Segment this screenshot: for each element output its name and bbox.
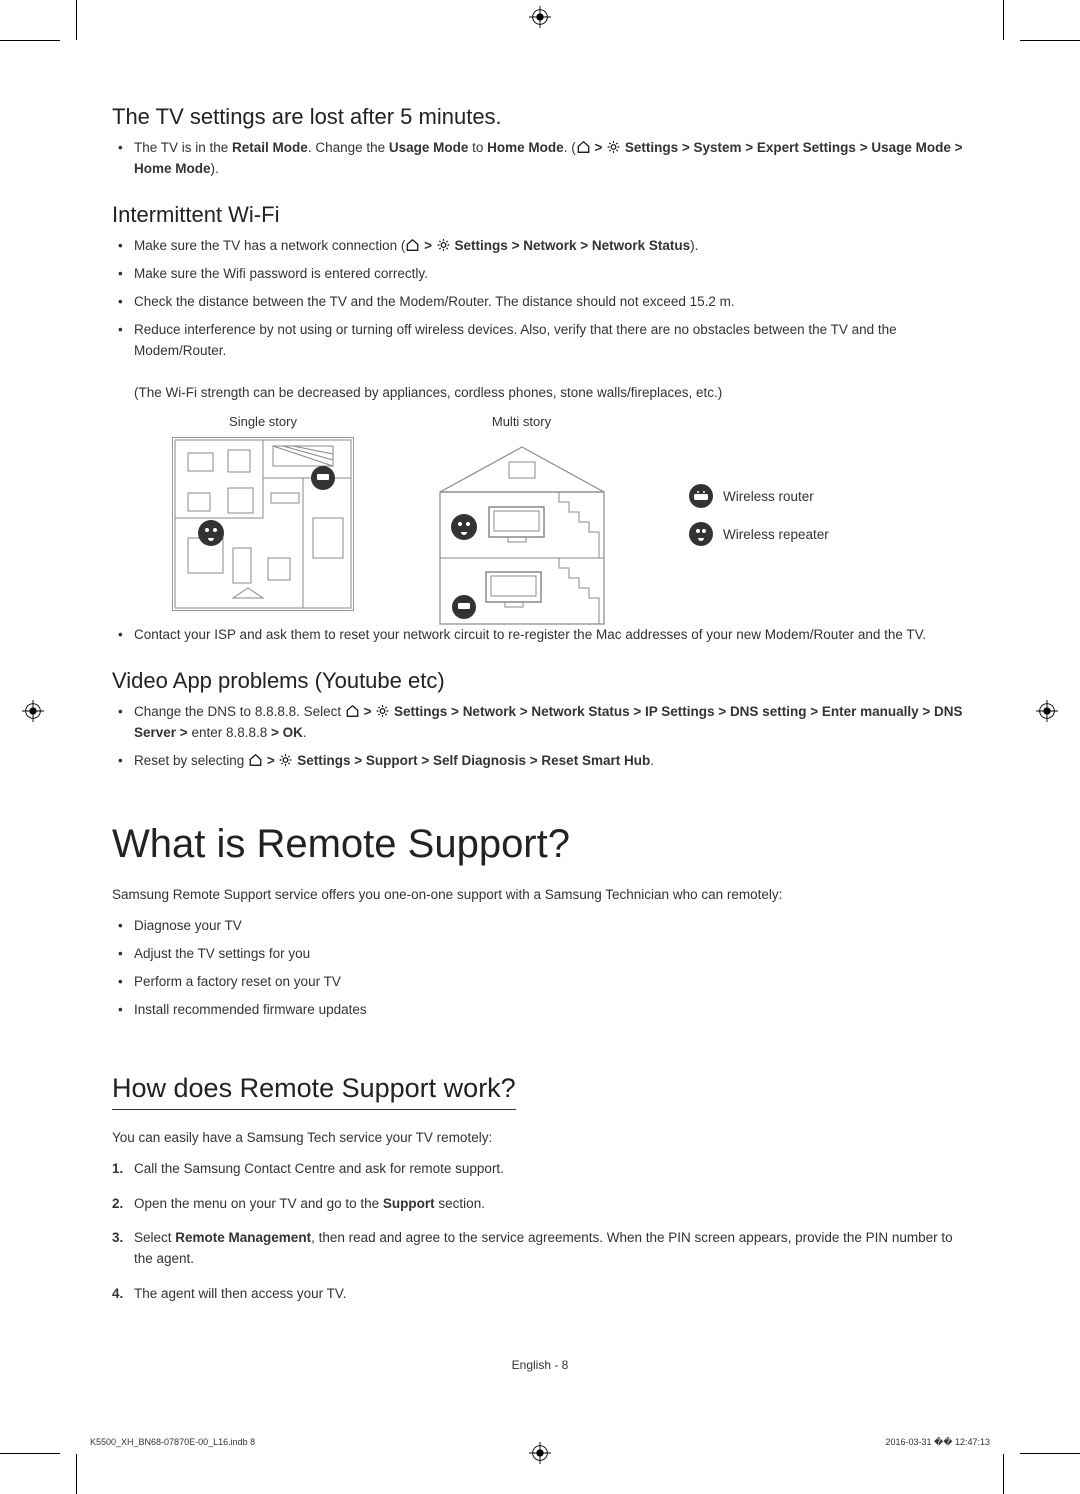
section2-item2: Make sure the Wifi password is entered c… [134,264,964,285]
gear-icon [375,704,390,718]
section5-intro: You can easily have a Samsung Tech servi… [112,1128,964,1149]
section2-item3: Check the distance between the TV and th… [134,292,964,313]
section2-note: (The Wi-Fi strength can be decreased by … [134,383,964,404]
section3-item1: Change the DNS to 8.8.8.8. Select > Sett… [134,702,964,744]
section4-item4: Install recommended firmware updates [134,1000,964,1021]
section1-title: The TV settings are lost after 5 minutes… [112,104,964,130]
diagram-legend: Wireless router Wireless repeater [689,484,829,546]
section3-title: Video App problems (Youtube etc) [112,668,964,694]
repeater-icon [689,522,713,546]
router-icon [689,484,713,508]
gear-icon [436,238,451,252]
home-icon [248,753,263,767]
footer-file: K5500_XH_BN68-07870E-00_L16.indb 8 [90,1437,255,1448]
footer-meta: K5500_XH_BN68-07870E-00_L16.indb 8 2016-… [90,1437,990,1448]
section5-step2: 2.Open the menu on your TV and go to the… [134,1194,964,1215]
floorplan-icon [173,438,353,610]
section5-step3: 3.Select Remote Management, then read an… [134,1228,964,1270]
registration-mark-icon [22,700,44,722]
section4-intro: Samsung Remote Support service offers yo… [112,885,964,906]
home-icon [345,704,360,718]
gear-icon [278,753,293,767]
page-content: The TV settings are lost after 5 minutes… [112,104,964,1319]
section2-item4: Reduce interference by not using or turn… [134,320,964,362]
house-icon [414,437,629,629]
legend-repeater: Wireless repeater [689,522,829,546]
home-icon [405,238,420,252]
single-story-diagram: Single story [172,414,354,611]
page-number: English - 8 [0,1358,1080,1372]
gear-icon [606,140,621,154]
home-icon [576,140,591,154]
section5-title: How does Remote Support work? [112,1073,516,1110]
legend-router: Wireless router [689,484,829,508]
section4-title: What is Remote Support? [112,822,964,867]
section5-step1: 1.Call the Samsung Contact Centre and as… [134,1159,964,1180]
section4-item2: Adjust the TV settings for you [134,944,964,965]
section4-item1: Diagnose your TV [134,916,964,937]
section2-item1: Make sure the TV has a network connectio… [134,236,964,257]
registration-mark-icon [529,6,551,28]
section2-title: Intermittent Wi-Fi [112,202,964,228]
section1-item: The TV is in the Retail Mode. Change the… [134,138,964,180]
section5-step4: 4.The agent will then access your TV. [134,1284,964,1305]
registration-mark-icon [1036,700,1058,722]
section3-item2: Reset by selecting > Settings > Support … [134,751,964,772]
diagrams-row: Single story [172,414,964,611]
section2-item5: Contact your ISP and ask them to reset y… [134,625,964,646]
section4-item3: Perform a factory reset on your TV [134,972,964,993]
footer-timestamp: 2016-03-31 �� 12:47:13 [885,1437,990,1448]
multi-story-diagram: Multi story [414,414,629,609]
